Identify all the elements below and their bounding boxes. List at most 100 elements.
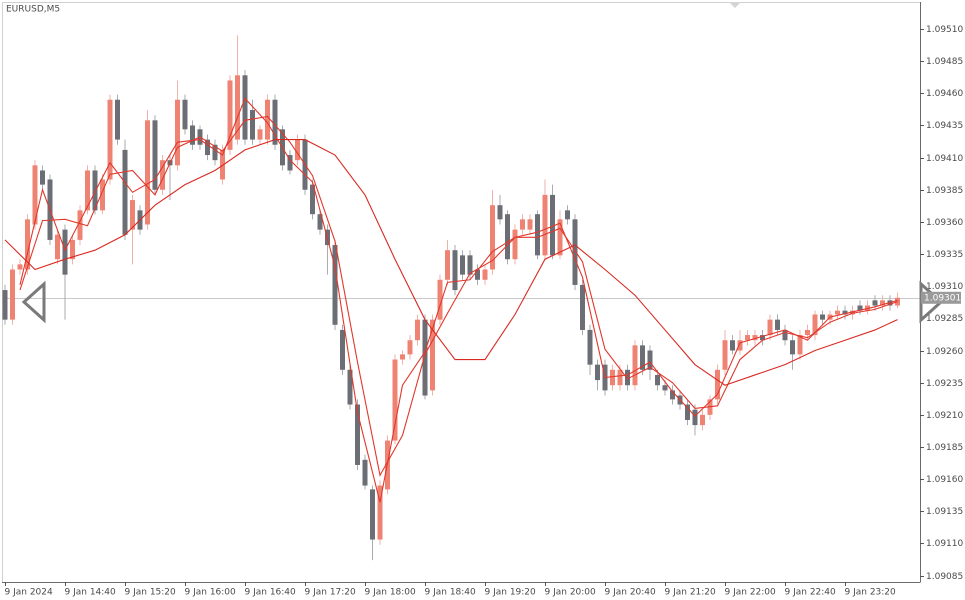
candle-body	[355, 404, 360, 465]
candle-body	[190, 125, 195, 145]
candle-body	[895, 297, 900, 306]
candle-body	[332, 245, 338, 325]
candle-body	[32, 165, 38, 225]
candle-body	[70, 239, 75, 260]
candle-body	[467, 255, 473, 275]
candle-body	[752, 335, 758, 341]
candle-body	[415, 319, 420, 341]
candle-body	[175, 99, 180, 166]
y-tick-label: 1.09460	[926, 89, 963, 99]
scroll-left-arrow[interactable]	[21, 280, 46, 324]
candle-body	[377, 485, 383, 540]
candle-body	[520, 219, 525, 230]
candle-body	[130, 200, 135, 230]
candle-body	[685, 404, 690, 420]
candle-body	[527, 219, 533, 230]
candle-body	[505, 214, 510, 260]
chart-title: EURUSD,M5	[6, 5, 60, 15]
candle-body	[580, 284, 585, 330]
last-price-box	[921, 291, 961, 304]
moving-average-line	[19, 115, 898, 477]
candle-body	[62, 229, 68, 275]
candle-body	[557, 219, 563, 256]
moving-average-line	[4, 139, 898, 386]
candle-body	[640, 345, 645, 370]
candle-body	[880, 300, 885, 306]
candle-body	[242, 75, 248, 140]
candle-body	[205, 139, 210, 156]
candle-body	[347, 369, 353, 405]
y-tick-label: 1.09110	[926, 539, 963, 549]
x-tick-label: 9 Jan 14:40	[65, 588, 117, 598]
x-tick-label: 9 Jan 22:40	[785, 588, 837, 598]
x-tick-label: 9 Jan 18:00	[365, 588, 417, 598]
candle-body	[122, 149, 128, 235]
candle-body	[692, 409, 698, 426]
candle-body	[737, 340, 743, 351]
x-tick-label: 9 Jan 15:20	[125, 588, 177, 598]
y-tick-label: 1.09310	[926, 282, 963, 292]
moving-average-line	[19, 97, 898, 503]
candle-body	[100, 179, 105, 211]
x-tick-label: 9 Jan 20:40	[605, 588, 657, 598]
candle-body	[452, 250, 458, 291]
candle-body	[407, 340, 413, 355]
candle-body	[700, 414, 705, 426]
candle-body	[572, 219, 578, 285]
candle-body	[482, 269, 488, 280]
candle-body	[317, 214, 323, 230]
candle-body	[767, 319, 773, 336]
candle-body	[670, 390, 675, 400]
candle-body	[662, 385, 668, 391]
candle-body	[2, 290, 8, 320]
candle-body	[370, 489, 375, 540]
candle-body	[10, 269, 15, 320]
candle-body	[85, 170, 90, 211]
candle-body	[272, 99, 278, 145]
candle-body	[340, 329, 345, 370]
candle-body	[512, 229, 518, 260]
y-tick-label: 1.09360	[926, 218, 963, 228]
candle-body	[115, 99, 120, 140]
candle-body	[250, 110, 255, 140]
y-tick-label: 1.09185	[926, 443, 963, 453]
candle-body	[152, 120, 158, 190]
candle-body	[722, 340, 728, 370]
candle-body	[460, 255, 465, 275]
candle-body	[235, 75, 240, 140]
candle-body	[490, 205, 495, 270]
candle-body	[475, 269, 480, 280]
candle-body	[445, 250, 450, 280]
shift-marker	[729, 2, 741, 8]
candle-body	[437, 279, 443, 320]
overlay: 1.09301	[21, 280, 961, 324]
y-tick-label: 1.09135	[926, 507, 963, 517]
candle-body	[632, 345, 638, 386]
candle-body	[550, 194, 555, 256]
candle-body	[812, 314, 818, 336]
y-tick-label: 1.09235	[926, 379, 963, 389]
candle-body	[745, 335, 750, 341]
candle-body	[17, 264, 23, 270]
y-tick-label: 1.09410	[926, 154, 963, 164]
candle-body	[835, 310, 840, 315]
y-tick-label: 1.09485	[926, 57, 963, 67]
candle-body	[610, 369, 615, 386]
y-tick-label: 1.09085	[926, 572, 963, 582]
candle-body	[797, 335, 803, 355]
candle-body	[872, 300, 878, 306]
candle-body	[422, 319, 428, 396]
x-tick-label: 9 Jan 23:20	[845, 588, 897, 598]
candle-body	[730, 340, 735, 351]
y-tick-label: 1.09435	[926, 121, 963, 131]
candle-body	[625, 369, 630, 386]
y-tick-label: 1.09210	[926, 411, 963, 421]
candle-body	[782, 329, 788, 341]
candle-body	[430, 319, 435, 391]
y-tick-label: 1.09285	[926, 314, 963, 324]
candle-body	[857, 305, 863, 311]
candle-body	[842, 310, 848, 315]
candle-body	[655, 374, 660, 386]
